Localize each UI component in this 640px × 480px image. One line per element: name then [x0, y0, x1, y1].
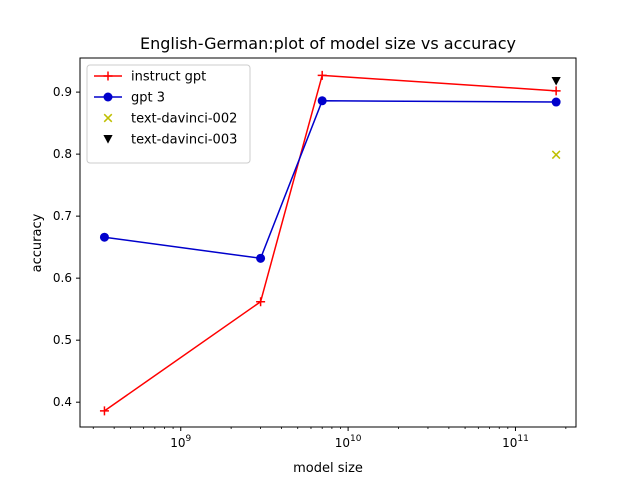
data-point-instruct-gpt — [99, 406, 109, 416]
data-point-gpt-3 — [99, 232, 109, 242]
legend-marker-text-davinci-002 — [103, 113, 113, 123]
y-tick-label: 0.9 — [53, 85, 72, 99]
data-point-gpt-3 — [256, 253, 266, 263]
data-point-gpt-3 — [317, 96, 327, 106]
legend-label-gpt-3: gpt 3 — [131, 91, 165, 106]
series-line-instruct-gpt — [104, 74, 557, 412]
plot-area — [99, 70, 561, 416]
plot-frame — [79, 57, 577, 428]
x-tick-label: 1010 — [335, 434, 362, 450]
legend-marker-gpt-3 — [103, 92, 113, 102]
legend-box — [86, 64, 251, 164]
legend-label-instruct-gpt: instruct gpt — [131, 70, 206, 85]
data-point-instruct-gpt — [551, 86, 561, 96]
y-tick-label: 0.4 — [53, 395, 72, 409]
data-point-instruct-gpt — [256, 297, 266, 307]
y-axis-label: accuracy — [30, 213, 45, 272]
data-point-text-davinci-003 — [551, 76, 561, 86]
y-tick-label: 0.8 — [53, 147, 72, 161]
axes: 0.4 0.5 0.6 0.7 0.8 0.9 109 1010 1011 — [53, 57, 577, 450]
x-tick-label: 1011 — [502, 434, 529, 450]
data-point-instruct-gpt — [317, 70, 327, 80]
data-point-gpt-3 — [551, 97, 561, 107]
y-tick-label: 0.7 — [53, 209, 72, 223]
series-line-gpt-3 — [104, 100, 557, 260]
x-tick-label: 109 — [170, 434, 191, 450]
y-tick-label: 0.5 — [53, 333, 72, 347]
legend-marker-instruct-gpt — [103, 71, 113, 81]
legend-label-text-davinci-003: text-davinci-003 — [131, 133, 237, 148]
data-point-text-davinci-002 — [551, 150, 561, 160]
legend-marker-text-davinci-003 — [103, 135, 113, 144]
y-tick-label: 0.6 — [53, 271, 72, 285]
legend-label-text-davinci-002: text-davinci-002 — [131, 112, 237, 127]
legend: instruct gpt gpt 3 text-davinci-002 text-da… — [86, 64, 251, 164]
x-axis-label: model size — [293, 461, 363, 476]
chart-title: English-German:plot of model size vs acc… — [140, 34, 516, 53]
